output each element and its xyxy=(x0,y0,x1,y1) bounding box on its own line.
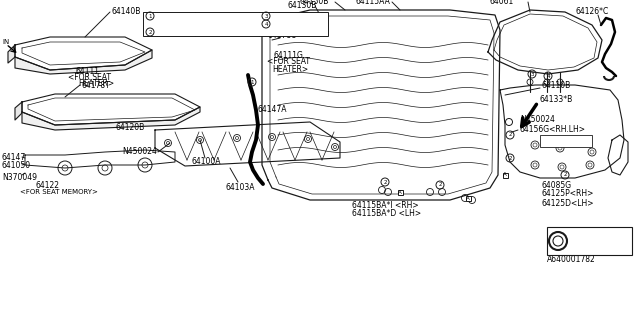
Text: 1: 1 xyxy=(250,79,253,84)
Text: 64115AA: 64115AA xyxy=(355,0,390,6)
Text: 64150B: 64150B xyxy=(300,0,330,6)
Text: HOG RING Qty60: HOG RING Qty60 xyxy=(569,242,628,248)
Text: 64126*B: 64126*B xyxy=(158,21,185,27)
Polygon shape xyxy=(15,50,152,74)
Text: 4: 4 xyxy=(264,21,268,27)
Text: HEATER>: HEATER> xyxy=(78,79,114,89)
Text: <EXC MEMORY>: <EXC MEMORY> xyxy=(196,13,248,19)
Text: 64085G: 64085G xyxy=(542,180,572,189)
Text: 64178T: 64178T xyxy=(82,81,111,90)
Text: A: A xyxy=(398,189,402,195)
Text: 2: 2 xyxy=(508,132,512,138)
Text: 641050: 641050 xyxy=(2,161,31,170)
Text: 64115BA*I <RH>: 64115BA*I <RH> xyxy=(352,201,419,210)
Text: 3: 3 xyxy=(264,13,268,19)
Text: 64156G<RH.LH>: 64156G<RH.LH> xyxy=(520,125,586,134)
Text: FIG.343: FIG.343 xyxy=(542,137,572,146)
Bar xyxy=(397,189,403,195)
Text: 64130B: 64130B xyxy=(287,2,316,11)
Polygon shape xyxy=(8,45,15,63)
Text: 64126*C: 64126*C xyxy=(575,7,608,17)
Text: 64103A: 64103A xyxy=(226,182,255,191)
Text: 64061: 64061 xyxy=(490,0,515,6)
Text: 64100A: 64100A xyxy=(192,157,221,166)
Text: 64120B: 64120B xyxy=(115,124,144,132)
Text: <FOR SEAT: <FOR SEAT xyxy=(267,58,310,67)
Text: IN: IN xyxy=(2,39,9,45)
Text: 64133*B: 64133*B xyxy=(540,95,573,105)
Text: <FOR SEAT: <FOR SEAT xyxy=(68,74,111,83)
Bar xyxy=(465,196,470,201)
Text: 64333N: 64333N xyxy=(569,230,599,239)
Bar xyxy=(540,135,592,147)
Text: 64122: 64122 xyxy=(35,180,59,189)
Text: A: A xyxy=(466,196,470,201)
Bar xyxy=(502,172,508,178)
Text: <FOR SEAT MEMORY>: <FOR SEAT MEMORY> xyxy=(20,189,98,195)
Text: <FOR MEMORY>: <FOR MEMORY> xyxy=(196,21,249,27)
Text: N450024: N450024 xyxy=(520,116,555,124)
Text: 64140B: 64140B xyxy=(112,7,141,17)
Text: Q710007: Q710007 xyxy=(158,29,186,35)
Text: 64126*A: 64126*A xyxy=(158,13,185,19)
Text: HEATER>: HEATER> xyxy=(272,65,308,74)
Text: 3: 3 xyxy=(531,71,534,76)
Text: 2: 2 xyxy=(148,29,152,35)
Text: 2: 2 xyxy=(383,180,387,185)
Text: 64106A*A: 64106A*A xyxy=(274,13,305,19)
Polygon shape xyxy=(15,102,22,120)
Text: 64147A: 64147A xyxy=(258,106,287,115)
Text: 1: 1 xyxy=(148,13,152,19)
Text: 64147: 64147 xyxy=(2,153,26,162)
Text: 64111G: 64111G xyxy=(274,51,304,60)
Text: N370049: N370049 xyxy=(2,172,37,181)
Polygon shape xyxy=(22,107,200,130)
Text: 64106A*B: 64106A*B xyxy=(274,21,305,27)
Text: 64125D<LH>: 64125D<LH> xyxy=(542,198,595,207)
Text: N450024: N450024 xyxy=(122,148,157,156)
Text: 2: 2 xyxy=(563,172,567,178)
Bar xyxy=(143,12,328,36)
Text: 64115BA*D <LH>: 64115BA*D <LH> xyxy=(352,209,421,218)
Text: 2: 2 xyxy=(438,182,442,188)
Text: 64178U: 64178U xyxy=(267,30,296,39)
Bar xyxy=(547,227,632,255)
Text: 64125P<RH>: 64125P<RH> xyxy=(542,189,595,198)
Text: 64111: 64111 xyxy=(75,68,99,76)
Text: 2: 2 xyxy=(508,156,512,161)
Text: 4: 4 xyxy=(547,74,550,78)
Text: A: A xyxy=(503,172,507,178)
Text: A640001782: A640001782 xyxy=(547,255,596,265)
Text: 64110B: 64110B xyxy=(542,81,572,90)
